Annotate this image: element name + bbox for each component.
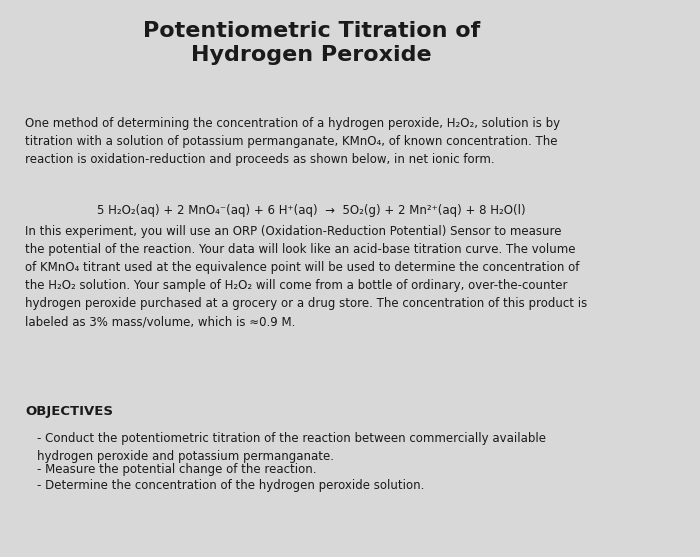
Text: 5 H₂O₂(aq) + 2 MnO₄⁻(aq) + 6 H⁺(aq)  →  5O₂(g) + 2 Mn²⁺(aq) + 8 H₂O(l): 5 H₂O₂(aq) + 2 MnO₄⁻(aq) + 6 H⁺(aq) → 5O… [97,204,526,217]
Text: In this experiment, you will use an ORP (Oxidation-Reduction Potential) Sensor t: In this experiment, you will use an ORP … [25,225,587,328]
Text: - Measure the potential change of the reaction.: - Measure the potential change of the re… [38,463,317,476]
Text: - Conduct the potentiometric titration of the reaction between commercially avai: - Conduct the potentiometric titration o… [38,432,547,462]
Text: One method of determining the concentration of a hydrogen peroxide, H₂O₂, soluti: One method of determining the concentrat… [25,117,561,165]
Text: Potentiometric Titration of
Hydrogen Peroxide: Potentiometric Titration of Hydrogen Per… [143,21,480,65]
Text: OBJECTIVES: OBJECTIVES [25,405,113,418]
Text: - Determine the concentration of the hydrogen peroxide solution.: - Determine the concentration of the hyd… [38,479,425,492]
